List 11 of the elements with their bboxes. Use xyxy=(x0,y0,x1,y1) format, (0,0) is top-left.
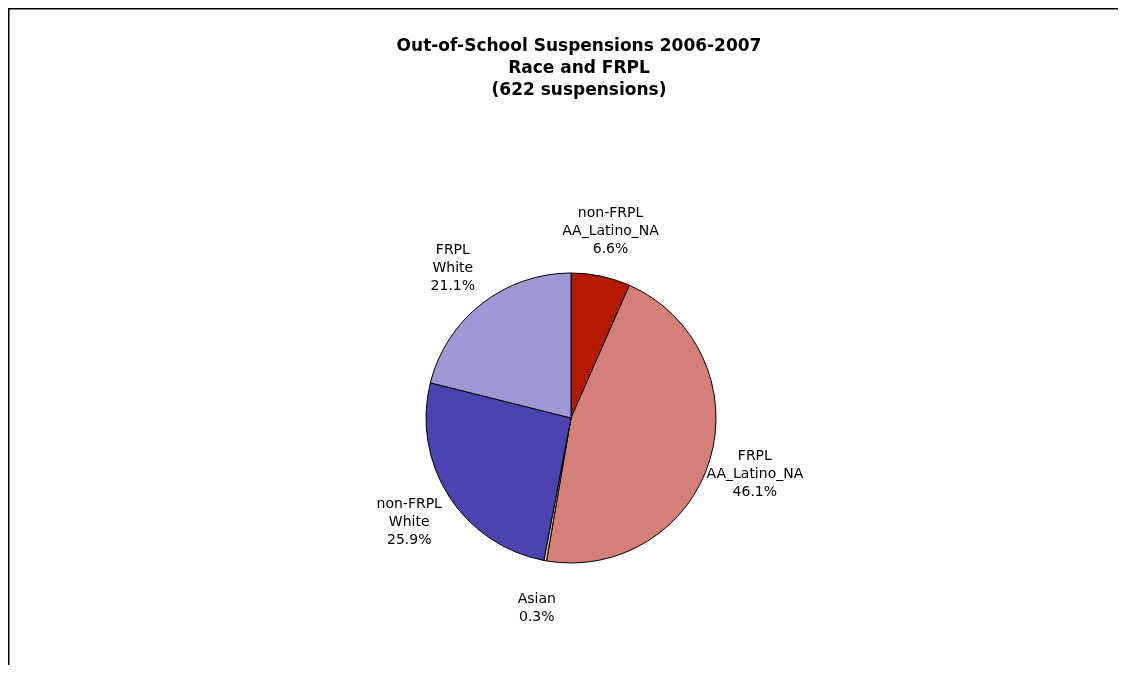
slice-label: non-FRPL AA_Latino_NA xyxy=(562,204,660,239)
data-label: 0.3% xyxy=(519,607,555,624)
data-label: 6.6% xyxy=(592,240,629,257)
slice-label: FRPL AA_Latino_NA xyxy=(706,447,804,482)
data-label: 21.1% xyxy=(430,276,476,293)
chart-title: Out-of-School Suspensions 2006-2007 Race and FRPL (622 suspensions) xyxy=(396,35,762,99)
slice-label: Asian xyxy=(517,589,556,606)
data-label: 46.1% xyxy=(732,483,778,500)
slice-label: FRPL White xyxy=(432,240,474,275)
data-label: 25.9% xyxy=(386,531,432,548)
slice-label: non-FRPL White xyxy=(376,495,443,530)
